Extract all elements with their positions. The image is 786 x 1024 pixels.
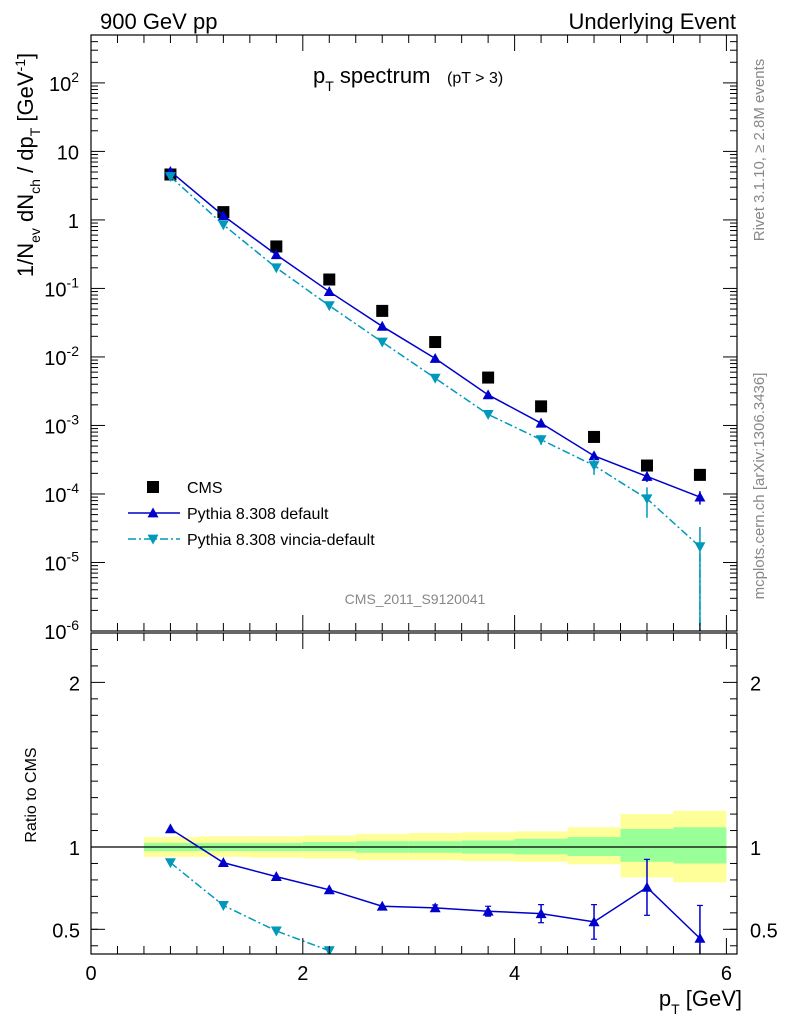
- main-marker-2-3: [323, 301, 335, 312]
- main-ytick-label-5: 10-1: [44, 274, 79, 301]
- cms-point-3: [323, 273, 336, 286]
- main-marker-1-7: [535, 417, 547, 428]
- main-ytick-label-2: 10-4: [44, 480, 79, 507]
- title-rest: spectrum: [334, 63, 431, 88]
- main-marker-2-1: [217, 220, 229, 231]
- cms-point-5: [429, 336, 442, 349]
- main-ytick-label-3: 10-3: [44, 411, 79, 438]
- cms-point-10: [693, 468, 706, 481]
- main-marker-1-5: [429, 352, 441, 363]
- main-marker-1-3: [323, 286, 335, 296]
- ratio-frame: [90, 632, 738, 955]
- main-ytick-label-0: 10-6: [44, 617, 79, 644]
- main-marker-1-10: [694, 491, 706, 502]
- ratio-marker-1-9: [641, 881, 653, 892]
- main-marker-2-4: [376, 337, 388, 348]
- axes: 10-6 10-5 10-4 10-3 10-2 10-1 1 10 102 0.5 0.5 1 1 2 2…: [44, 34, 778, 985]
- mcplots-label: mcplots.cern.ch [arXiv:1306.3436]: [751, 373, 768, 600]
- title-cut: (pT > 3): [447, 70, 503, 87]
- ratio-marker-1-1: [217, 857, 229, 868]
- main-marker-1-1: [217, 210, 229, 221]
- title-sub: T: [325, 78, 334, 94]
- header-right: Underlying Event: [568, 9, 736, 34]
- rivet-label: Rivet 3.1.10, ≥ 2.8M events: [751, 59, 768, 242]
- ratio-panel-data: [91, 823, 737, 954]
- main-y-axis-label: 1/Nev dNch / dpT [GeV-1]: [12, 53, 43, 277]
- band-inner-10: [673, 827, 727, 864]
- cms-point-7: [535, 400, 548, 413]
- main-panel-data: [164, 165, 706, 631]
- ratio-marker-1-6: [482, 905, 494, 916]
- header-left: 900 GeV pp: [100, 9, 217, 34]
- ratio-line-2: [169, 862, 330, 952]
- title-main: p: [313, 63, 325, 88]
- ratio-marker-1-5: [429, 902, 441, 913]
- ratio-marker-1-4: [376, 900, 388, 911]
- cms-point-6: [482, 371, 495, 384]
- ratio-ytick-label-r-2: 2: [750, 673, 761, 695]
- main-ytick-label-1: 10-5: [44, 548, 79, 575]
- ratio-marker-1-0: [164, 823, 176, 834]
- ratio-ytick-label-r-1: 1: [750, 838, 761, 860]
- main-ytick-label-6: 1: [68, 211, 79, 233]
- ratio-marker-1-10: [694, 932, 706, 943]
- ratio-y-axis-label: Ratio to CMS: [23, 747, 40, 842]
- main-ytick-label-8: 102: [49, 69, 79, 96]
- analysis-watermark: CMS_2011_S9120041: [345, 591, 486, 607]
- svg-text:1/Nev dNch / dpT [GeV-1]: 1/Nev dNch / dpT [GeV-1]: [12, 53, 43, 277]
- main-marker-1-4: [376, 320, 388, 331]
- xtick-label-3: 6: [721, 963, 732, 985]
- legend-label-0: CMS: [187, 480, 223, 497]
- main-frame: [90, 34, 738, 632]
- band-inner-9: [620, 828, 674, 862]
- legend-marker-1: [147, 507, 159, 518]
- main-marker-1-9: [641, 470, 653, 481]
- cms-point-9: [640, 459, 653, 472]
- cms-point-2: [270, 240, 283, 253]
- cms-point-4: [376, 304, 389, 317]
- ratio-marker-1-3: [323, 884, 335, 895]
- legend-marker-2: [147, 534, 159, 545]
- main-marker-2-9: [641, 494, 653, 505]
- main-marker-2-2: [270, 263, 282, 274]
- ratio-marker-1-7: [535, 908, 547, 919]
- plot-title: pT spectrum: [313, 63, 430, 94]
- main-marker-1-6: [482, 389, 494, 400]
- ratio-marker-1-8: [588, 916, 600, 927]
- xtick-label-2: 4: [509, 963, 520, 985]
- main-marker-2-8: [588, 461, 600, 472]
- legend-label-1: Pythia 8.308 default: [187, 506, 329, 523]
- ratio-marker-2-2: [270, 926, 282, 937]
- main-marker-2-7: [535, 435, 547, 446]
- legend: CMS Pythia 8.308 default Pythia 8.308 vinc…: [128, 480, 375, 549]
- main-line-2: [169, 175, 701, 631]
- legend-cms-marker: [147, 481, 159, 493]
- main-marker-1-8: [588, 450, 600, 461]
- xtick-label-1: 2: [297, 963, 308, 985]
- ratio-ytick-label-l-0: 0.5: [52, 920, 80, 942]
- ratio-ytick-label-l-2: 2: [69, 673, 80, 695]
- ratio-marker-2-1: [217, 901, 229, 911]
- ratio-marker-1-2: [270, 871, 282, 882]
- ratio-ytick-label-l-1: 1: [69, 838, 80, 860]
- x-axis-label: pT [GeV]: [659, 986, 742, 1017]
- main-marker-2-6: [482, 410, 494, 420]
- legend-label-2: Pythia 8.308 vincia-default: [187, 532, 375, 549]
- ratio-marker-2-0: [164, 858, 176, 869]
- main-ytick-label-4: 10-2: [44, 343, 79, 370]
- main-line-1: [169, 170, 701, 498]
- main-marker-2-5: [429, 373, 441, 384]
- xtick-label-0: 0: [85, 963, 96, 985]
- main-ytick-label-7: 10: [57, 142, 79, 164]
- cms-point-8: [588, 430, 601, 443]
- main-marker-1-2: [270, 249, 282, 260]
- ratio-ytick-label-r-0: 0.5: [750, 920, 778, 942]
- main-marker-2-0: [164, 172, 176, 183]
- main-marker-2-10: [694, 542, 706, 553]
